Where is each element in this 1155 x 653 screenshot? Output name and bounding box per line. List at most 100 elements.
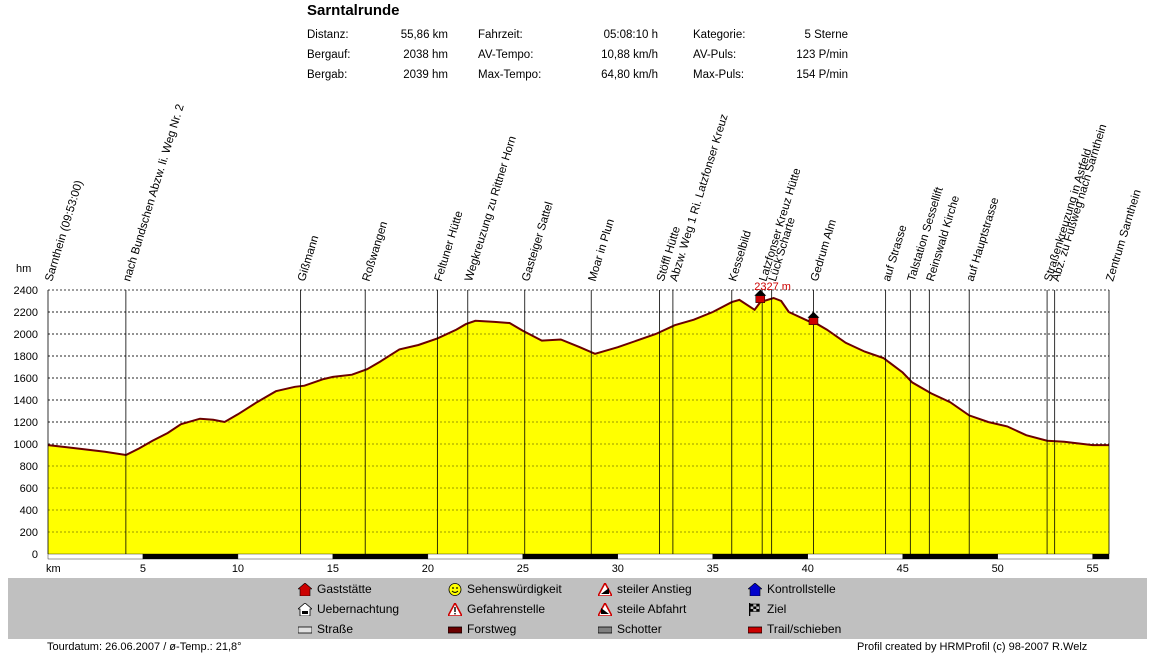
stat-descent-value: 2039 hm bbox=[403, 69, 448, 81]
legend-label: Straße bbox=[317, 622, 354, 636]
stat-avgspeed-label: AV-Tempo: bbox=[478, 49, 534, 61]
x-tick-label: 45 bbox=[897, 563, 909, 575]
waypoint-label: Gedrum Alm bbox=[809, 218, 839, 283]
map-markers bbox=[754, 289, 820, 325]
elevation-line bbox=[47, 296, 1109, 457]
legend-item-gefahrenstelle: Gefahrenstelle bbox=[448, 602, 546, 617]
elevation-area bbox=[48, 298, 1109, 554]
elevation-profile-chart: Sarnthein (09:53:00) nach Bundschen Abzw.… bbox=[14, 103, 1144, 575]
stat-category-value: 5 Sterne bbox=[804, 29, 848, 41]
legend-label: Gaststätte bbox=[317, 582, 372, 596]
bed-icon bbox=[298, 603, 312, 617]
stat-avgpulse-value: 123 P/min bbox=[796, 49, 848, 61]
stat-avgpulse-label: AV-Puls: bbox=[693, 49, 737, 61]
tour-title: Sarntalrunde bbox=[307, 2, 400, 19]
x-tick-label: 50 bbox=[992, 563, 1004, 575]
x-tick-label: 15 bbox=[327, 563, 339, 575]
waypoint-label: Abzw. Weg 1 Ri. Latzfonser Kreuz bbox=[668, 112, 731, 282]
waypoint-label: Kesselbild bbox=[727, 229, 754, 283]
x-tick-label: 30 bbox=[612, 563, 624, 575]
y-tick-label: 1400 bbox=[14, 395, 38, 407]
waypoint-label: Feltuner Hütte bbox=[433, 210, 466, 283]
stat-category-label: Kategorie: bbox=[693, 29, 746, 41]
stat-distance-value: 55,86 km bbox=[400, 29, 448, 41]
gravel-icon bbox=[598, 626, 612, 634]
x-tick-label: 10 bbox=[232, 563, 244, 575]
legend: Gaststätte Uebernachtung Straße Sehenswü… bbox=[8, 578, 1147, 639]
x-axis-segment bbox=[712, 553, 808, 560]
forest-road-icon bbox=[448, 626, 462, 634]
steep-ascent-icon bbox=[598, 583, 612, 597]
marker-icon bbox=[755, 295, 766, 303]
legend-item-sehenswuerdigkeit: Sehenswürdigkeit bbox=[448, 582, 562, 597]
finish-flag-icon bbox=[749, 603, 760, 617]
waypoint-label: Roßwangen bbox=[361, 220, 391, 283]
waypoint-label: Sarnthein (09:53:00) bbox=[43, 179, 85, 283]
legend-label: Schotter bbox=[617, 622, 662, 636]
legend-item-kontrollstelle: Kontrollstelle bbox=[748, 582, 836, 597]
x-axis-segment bbox=[427, 553, 524, 560]
legend-item-schotter: Schotter bbox=[598, 622, 662, 636]
legend-item-strasse: Straße bbox=[298, 622, 353, 636]
stat-ridetime-value: 05:08:10 h bbox=[603, 29, 658, 41]
marker-icon bbox=[808, 317, 819, 325]
footer-credits: Profil created by HRMProfil (c) 98-2007 … bbox=[857, 641, 1088, 653]
legend-label: Sehenswürdigkeit bbox=[467, 582, 562, 596]
y-axis-title: hm bbox=[16, 263, 31, 275]
steep-descent-icon bbox=[598, 603, 612, 617]
y-tick-label: 600 bbox=[20, 483, 38, 495]
legend-label: steiler Anstieg bbox=[617, 582, 692, 596]
stat-distance-label: Distanz: bbox=[307, 29, 349, 41]
stat-maxpulse-label: Max-Puls: bbox=[693, 69, 745, 81]
x-axis-segment bbox=[142, 553, 239, 560]
x-axis-segment bbox=[237, 553, 334, 560]
legend-label: Trail/schieben bbox=[767, 622, 842, 636]
smiley-icon bbox=[448, 583, 462, 597]
legend-label: Forstweg bbox=[467, 622, 517, 636]
stat-ascent-value: 2038 hm bbox=[403, 49, 448, 61]
legend-item-ziel: Ziel bbox=[748, 602, 787, 617]
checkpoint-icon bbox=[748, 583, 762, 597]
y-tick-label: 800 bbox=[20, 461, 38, 473]
road-icon bbox=[298, 626, 312, 634]
legend-item-uebernachtung: Uebernachtung bbox=[298, 602, 400, 617]
max-altitude-label: 2327 m bbox=[754, 281, 791, 293]
waypoint-label: Moar in Plun bbox=[587, 218, 617, 283]
trail-icon bbox=[748, 626, 762, 634]
legend-item-forstweg: Forstweg bbox=[448, 622, 516, 636]
x-axis-segment bbox=[997, 553, 1093, 560]
footer-tour-info: Tourdatum: 26.06.2007 / ø-Temp.: 21,8° bbox=[47, 641, 242, 653]
y-tick-label: 2200 bbox=[14, 307, 38, 319]
x-tick-label: 5 bbox=[140, 563, 146, 575]
stat-maxspeed-label: Max-Tempo: bbox=[478, 69, 542, 81]
y-tick-label: 200 bbox=[20, 527, 38, 539]
x-axis-segment bbox=[47, 553, 144, 560]
y-tick-label: 1000 bbox=[14, 439, 38, 451]
waypoint-label: Gißmann bbox=[296, 234, 321, 283]
x-tick-label: 25 bbox=[517, 563, 529, 575]
waypoint-label: nach Bundschen Abzw. li. Weg Nr. 2 bbox=[121, 103, 186, 283]
legend-label: Uebernachtung bbox=[317, 602, 400, 616]
house-icon bbox=[298, 583, 312, 597]
legend-label: Ziel bbox=[767, 602, 787, 616]
stat-ascent-label: Bergauf: bbox=[307, 49, 351, 61]
y-tick-label: 2000 bbox=[14, 329, 38, 341]
y-tick-label: 0 bbox=[32, 549, 38, 561]
y-tick-label: 1800 bbox=[14, 351, 38, 363]
x-axis-segment bbox=[522, 553, 619, 560]
stat-maxspeed-value: 64,80 km/h bbox=[601, 69, 658, 81]
x-tick-label: 35 bbox=[707, 563, 719, 575]
marker-roof bbox=[807, 311, 820, 318]
stat-avgspeed-value: 10,88 km/h bbox=[601, 49, 658, 61]
stat-descent-label: Bergab: bbox=[307, 69, 348, 81]
x-axis-segment bbox=[1092, 553, 1110, 560]
y-tick-label: 400 bbox=[20, 505, 38, 517]
x-tick-label: 55 bbox=[1087, 563, 1099, 575]
stat-maxpulse-value: 154 P/min bbox=[796, 69, 848, 81]
legend-label: Gefahrenstelle bbox=[467, 602, 546, 616]
stat-ridetime-label: Fahrzeit: bbox=[478, 29, 523, 41]
x-tick-label: 40 bbox=[802, 563, 814, 575]
waypoint-label: Abz. zu Fußweg nach Sarnthein bbox=[1050, 123, 1109, 283]
x-axis-segment bbox=[902, 553, 998, 560]
legend-item-steile-abfahrt: steile Abfahrt bbox=[598, 602, 686, 617]
